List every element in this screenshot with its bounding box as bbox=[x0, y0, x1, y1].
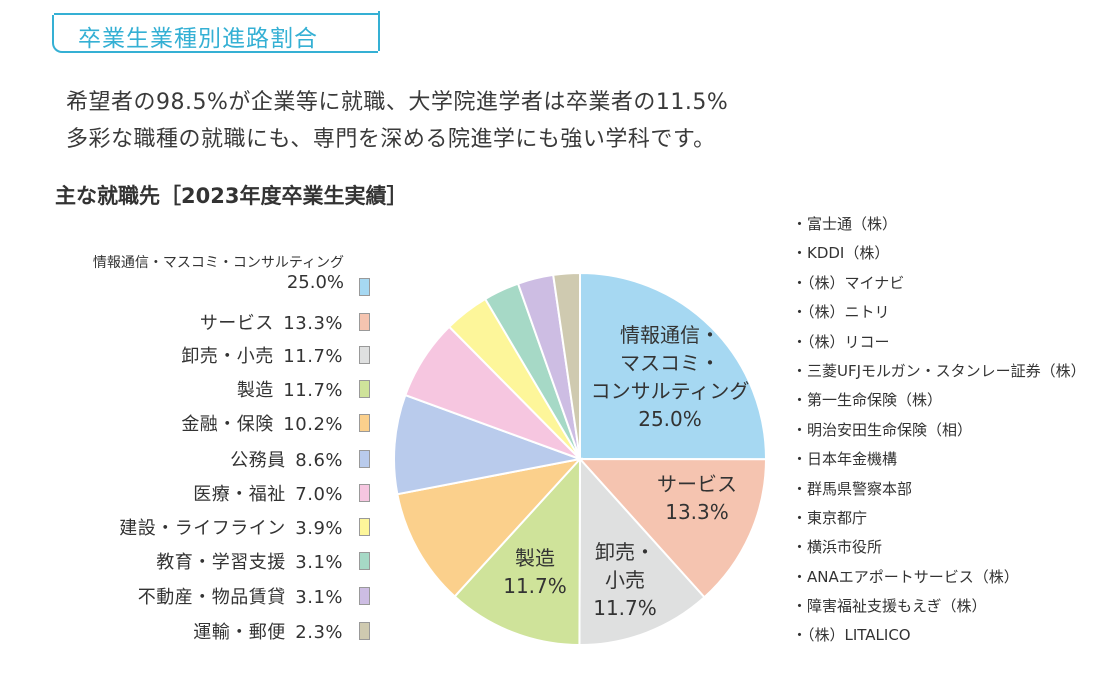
legend-label: サービス 13.3% bbox=[199, 313, 343, 334]
legend-label: 金融・保険 10.2% bbox=[181, 414, 343, 435]
pie-chart: 情報通信・マスコミ・コンサルティング 25.0% サービス 13.3%卸売・小売 11.… bbox=[393, 271, 768, 645]
legend-item: 不動産・物品賃貸 3.1% bbox=[138, 583, 370, 609]
heading-frame bbox=[52, 11, 380, 53]
pie-slice-label: 情報通信・マスコミ・コンサルティング 25.0% bbox=[591, 323, 750, 431]
legend-label: 製造 11.7% bbox=[236, 380, 343, 401]
employer-list-item: ・日本年金機構 bbox=[792, 450, 898, 469]
employer-list-item: ・東京都庁 bbox=[792, 508, 868, 527]
page-title: 卒業生業種別進路割合 bbox=[78, 26, 318, 52]
legend-swatch bbox=[359, 587, 370, 605]
legend-swatch bbox=[359, 278, 370, 296]
employer-list-item: ・障害福祉支援もえぎ（株） bbox=[792, 597, 987, 616]
employer-list-item: ・（株）マイナビ bbox=[792, 273, 905, 292]
employer-list-item: ・明治安田生命保険（相） bbox=[792, 420, 973, 439]
employer-list-item: ・KDDI（株） bbox=[792, 244, 890, 263]
employer-list-item: ・（株）リコー bbox=[792, 332, 890, 351]
legend-item: サービス 13.3% bbox=[200, 309, 370, 335]
legend-item: 卸売・小売 11.7% bbox=[181, 342, 370, 368]
legend-label: 運輸・郵便 2.3% bbox=[193, 622, 343, 643]
legend-swatch bbox=[359, 552, 370, 570]
employer-list-item: ・三菱UFJモルガン・スタンレー証券（株） bbox=[792, 361, 1086, 380]
legend-item: 製造 11.7% bbox=[237, 376, 370, 402]
legend-label: 公務員 8.6% bbox=[230, 450, 343, 471]
lead-text-line-2: 多彩な職種の就職にも、専門を深める院進学にも強い学科です。 bbox=[66, 127, 716, 152]
pie-slice bbox=[578, 456, 706, 645]
legend-swatch bbox=[359, 346, 370, 364]
legend-swatch bbox=[359, 484, 370, 502]
legend-item: 公務員 8.6% bbox=[230, 446, 370, 472]
employer-list-item: ・（株）LITALICO bbox=[792, 626, 911, 645]
legend-swatch bbox=[359, 518, 370, 536]
employer-list-item: ・ANAエアポートサービス（株） bbox=[792, 567, 1019, 586]
legend-item: 建設・ライフライン 3.9% bbox=[119, 514, 370, 540]
pie-slice bbox=[577, 457, 768, 599]
employer-list-item: ・富士通（株） bbox=[792, 215, 898, 233]
pie-slice-label: サービス 13.3% bbox=[657, 472, 737, 524]
employer-list-item: ・第一生命保険（株） bbox=[792, 391, 943, 410]
pie-slice bbox=[579, 271, 768, 461]
lead-text-line-1: 希望者の98.5%が企業等に就職、大学院進学者は卒業者の11.5% bbox=[66, 90, 729, 115]
legend-label: 医療・福祉 7.0% bbox=[193, 484, 343, 505]
legend-label: 教育・学習支援 3.1% bbox=[156, 552, 343, 573]
legend-label: 建設・ライフライン 3.9% bbox=[119, 518, 343, 539]
pie-slice-label: 製造 11.7% bbox=[503, 546, 567, 598]
legend-label: 卸売・小売 11.7% bbox=[181, 346, 343, 367]
legend-label: 不動産・物品賃貸 3.1% bbox=[137, 587, 343, 608]
pie-slice bbox=[396, 457, 583, 598]
legend-label: 情報通信・マスコミ・コンサルティング bbox=[92, 255, 344, 271]
legend-item: 情報通信・マスコミ・コンサルティング 25.0% bbox=[93, 252, 344, 293]
pie-slice bbox=[393, 393, 584, 496]
employer-list: ・富士通（株） ・KDDI（株） ・（株）マイナビ ・（株）ニトリ ・（株）リコー・三菱… bbox=[792, 210, 1086, 651]
legend-value: 25.0% bbox=[286, 272, 344, 293]
legend-item: 教育・学習支援 3.1% bbox=[156, 548, 370, 574]
pie-slice-label: 卸売・小売 11.7% bbox=[593, 540, 657, 620]
employer-list-item: ・（株）ニトリ bbox=[792, 303, 890, 322]
legend-swatch bbox=[359, 622, 370, 640]
legend-item: 運輸・郵便 2.3% bbox=[193, 618, 370, 644]
legend-swatch bbox=[359, 450, 370, 468]
legend-swatch bbox=[359, 313, 370, 331]
employer-list-heading: 主な就職先［2023年度卒業生実績］ bbox=[55, 184, 408, 208]
employer-list-item: ・群馬県警察本部 bbox=[792, 479, 913, 498]
legend-swatch bbox=[359, 380, 370, 398]
employer-list-item: ・横浜市役所 bbox=[792, 538, 883, 557]
legend-swatch bbox=[359, 414, 370, 432]
legend-item: 医療・福祉 7.0% bbox=[193, 480, 370, 506]
pie-slice bbox=[453, 456, 582, 645]
legend-item: 金融・保険 10.2% bbox=[181, 410, 370, 436]
pie-slice bbox=[552, 271, 581, 460]
